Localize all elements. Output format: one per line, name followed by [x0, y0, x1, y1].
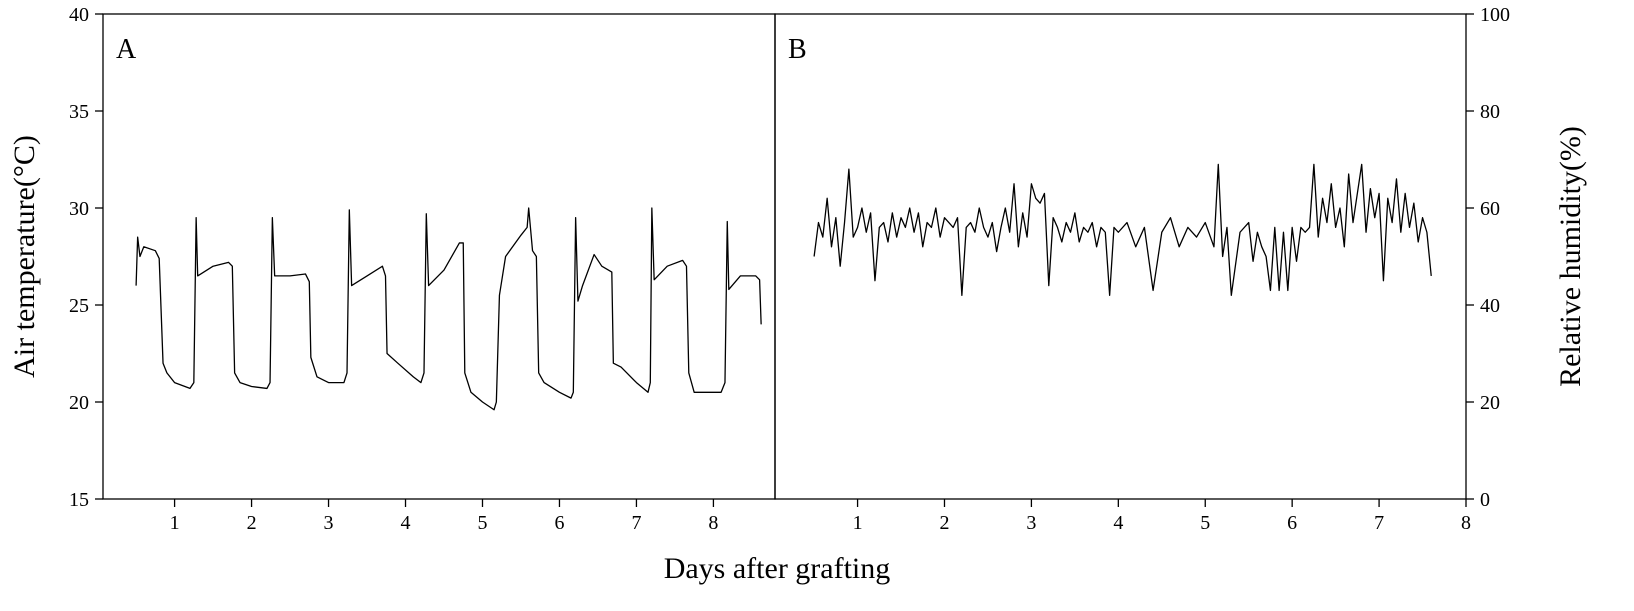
- x-tick-label: 3: [1026, 512, 1036, 534]
- x-tick-label: 2: [939, 512, 949, 534]
- x-tick-label: 5: [477, 512, 487, 534]
- x-tick-label: 7: [1374, 512, 1384, 534]
- x-tick-label: 1: [170, 512, 180, 534]
- x-tick-label: 6: [1287, 512, 1297, 534]
- y-tick-label: 20: [69, 392, 89, 414]
- panel-label: A: [116, 34, 137, 65]
- data-line: [135, 207, 762, 411]
- y-tick-label: 30: [69, 198, 89, 220]
- y-axis-label: Relative humidity(%): [1554, 126, 1587, 387]
- y-tick-label: 15: [69, 489, 89, 511]
- plot-frame: [102, 13, 776, 500]
- plot-frame: [774, 13, 1467, 500]
- x-tick-label: 7: [631, 512, 641, 534]
- y-tick-label: 25: [69, 295, 89, 317]
- y-tick-label: 40: [69, 4, 89, 26]
- x-axis-label: Days after grafting: [664, 552, 891, 585]
- x-tick-label: 2: [247, 512, 257, 534]
- x-tick-label: 4: [401, 512, 411, 534]
- x-tick-label: 3: [324, 512, 334, 534]
- data-line: [813, 163, 1432, 296]
- y-axis-label: Air temperature(°C): [8, 135, 41, 378]
- y-tick-label: 100: [1480, 4, 1510, 26]
- y-tick-label: 20: [1480, 392, 1500, 414]
- x-tick-label: 8: [708, 512, 718, 534]
- y-tick-label: 35: [69, 101, 89, 123]
- x-tick-label: 6: [554, 512, 564, 534]
- x-tick-label: 8: [1461, 512, 1471, 534]
- y-tick-label: 80: [1480, 101, 1500, 123]
- y-tick-label: 60: [1480, 198, 1500, 220]
- panel-label: B: [788, 34, 807, 65]
- y-tick-label: 0: [1480, 489, 1490, 511]
- y-tick-label: 40: [1480, 295, 1500, 317]
- x-tick-label: 5: [1200, 512, 1210, 534]
- x-tick-label: 4: [1113, 512, 1123, 534]
- x-tick-label: 1: [853, 512, 863, 534]
